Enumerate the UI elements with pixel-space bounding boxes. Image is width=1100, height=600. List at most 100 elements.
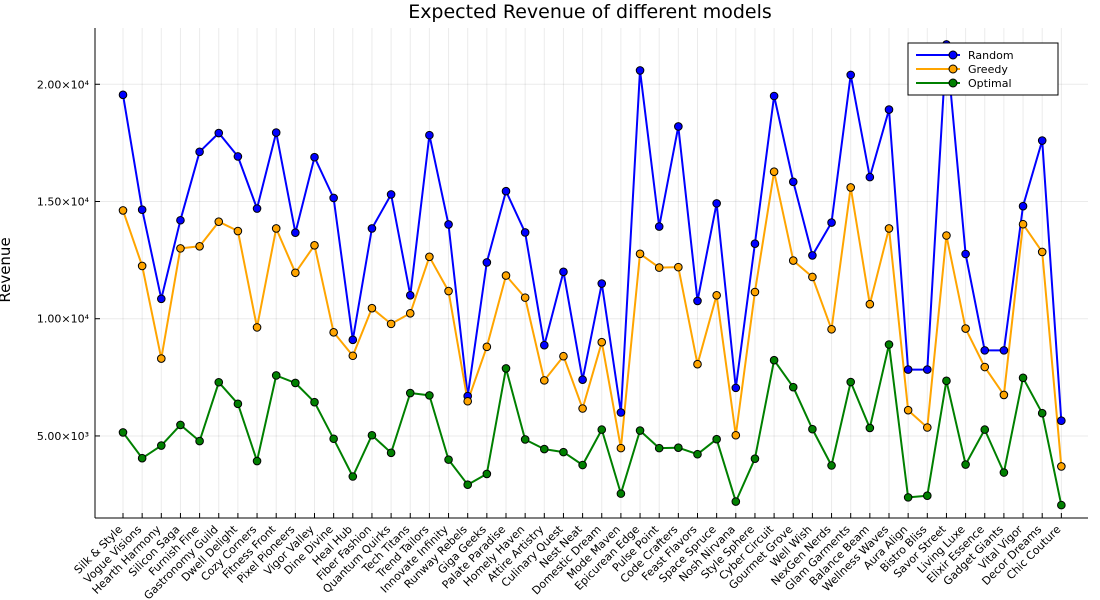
grid-lines: [95, 28, 1088, 518]
data-point-optimal: [923, 491, 932, 501]
data-point-optimal: [865, 423, 875, 433]
data-point-optimal: [501, 364, 511, 373]
data-point-random: [674, 122, 683, 131]
data-point-greedy: [1057, 462, 1066, 471]
y-tick-label: 5.00×10³: [37, 430, 89, 443]
data-point-optimal: [1018, 373, 1028, 383]
data-point-random: [731, 383, 741, 393]
data-point-optimal: [559, 447, 568, 457]
data-point-greedy: [233, 226, 243, 236]
data-point-random: [597, 279, 607, 288]
data-point-greedy: [195, 241, 204, 251]
data-point-random: [769, 91, 779, 101]
data-point-optimal: [444, 455, 453, 464]
data-point-optimal: [942, 376, 951, 386]
legend-marker-random: [948, 50, 958, 60]
data-point-random: [348, 335, 358, 345]
data-point-random: [654, 222, 664, 231]
data-point-optimal: [310, 397, 319, 407]
data-point-random: [520, 228, 530, 237]
data-point-greedy: [635, 249, 645, 259]
data-point-greedy: [980, 362, 990, 372]
data-point-random: [157, 294, 166, 304]
data-point-random: [961, 249, 970, 259]
y-axis-label: Revenue: [0, 237, 14, 302]
data-point-greedy: [425, 252, 434, 262]
data-point-greedy: [559, 351, 568, 361]
data-point-greedy: [463, 396, 473, 406]
data-point-random: [980, 346, 990, 355]
data-point-random: [291, 228, 300, 237]
data-point-greedy: [712, 290, 721, 300]
data-point-greedy: [444, 286, 453, 296]
data-point-random: [923, 365, 932, 374]
data-point-optimal: [405, 388, 415, 398]
data-point-greedy: [961, 324, 970, 333]
series-line-random: [122, 43, 1063, 421]
data-point-greedy: [616, 443, 626, 453]
data-point-optimal: [827, 461, 836, 470]
series-lines: [118, 40, 1066, 510]
series-line-greedy: [122, 170, 1063, 467]
data-point-greedy: [386, 319, 396, 329]
data-point-random: [903, 365, 913, 374]
data-point-optimal: [654, 443, 664, 453]
data-point-optimal: [961, 460, 970, 469]
data-point-optimal: [846, 377, 856, 387]
series-line-optimal: [122, 343, 1063, 506]
data-point-greedy: [693, 359, 702, 369]
data-point-greedy: [367, 303, 377, 313]
data-point-greedy: [329, 328, 338, 337]
data-point-random: [405, 290, 415, 300]
data-point-optimal: [348, 472, 358, 481]
data-point-optimal: [1057, 500, 1066, 510]
data-point-random: [176, 215, 185, 225]
data-point-optimal: [291, 378, 300, 388]
data-point-optimal: [386, 448, 396, 458]
data-point-optimal: [808, 424, 817, 434]
legend-label-random: Random: [968, 49, 1014, 62]
data-point-greedy: [520, 293, 530, 302]
legend-label-greedy: Greedy: [968, 63, 1008, 76]
data-point-greedy: [405, 309, 415, 318]
data-point-optimal: [980, 425, 990, 434]
data-point-random: [846, 70, 856, 80]
data-point-greedy: [310, 241, 319, 250]
data-point-random: [214, 128, 224, 138]
data-point-optimal: [271, 371, 281, 380]
data-point-random: [367, 224, 377, 233]
data-point-greedy: [999, 390, 1009, 400]
data-point-greedy: [674, 262, 683, 272]
data-point-optimal: [999, 468, 1009, 477]
data-point-optimal: [367, 430, 377, 440]
data-point-random: [310, 152, 319, 162]
data-point-random: [329, 193, 338, 203]
data-point-optimal: [750, 454, 760, 463]
axes: [94, 28, 1088, 519]
data-point-optimal: [788, 382, 798, 392]
data-point-optimal: [540, 444, 549, 454]
data-point-optimal: [176, 420, 185, 430]
data-point-greedy: [923, 423, 932, 432]
data-point-greedy: [884, 224, 894, 233]
data-point-random: [386, 190, 396, 199]
data-point-random: [137, 205, 147, 214]
data-point-random: [788, 177, 798, 187]
data-point-optimal: [616, 489, 626, 498]
data-point-greedy: [750, 287, 760, 297]
data-point-random: [501, 186, 511, 196]
data-point-random: [712, 199, 721, 208]
data-point-greedy: [271, 224, 281, 233]
data-point-greedy: [769, 167, 779, 177]
data-point-optimal: [520, 435, 530, 444]
data-point-random: [808, 251, 817, 260]
data-point-random: [444, 220, 453, 229]
data-point-random: [271, 128, 281, 137]
data-point-optimal: [769, 355, 779, 365]
legend-marker-optimal: [948, 78, 958, 88]
data-point-random: [233, 152, 243, 161]
data-point-greedy: [482, 342, 492, 352]
data-point-greedy: [157, 354, 166, 363]
data-point-optimal: [1037, 408, 1047, 418]
